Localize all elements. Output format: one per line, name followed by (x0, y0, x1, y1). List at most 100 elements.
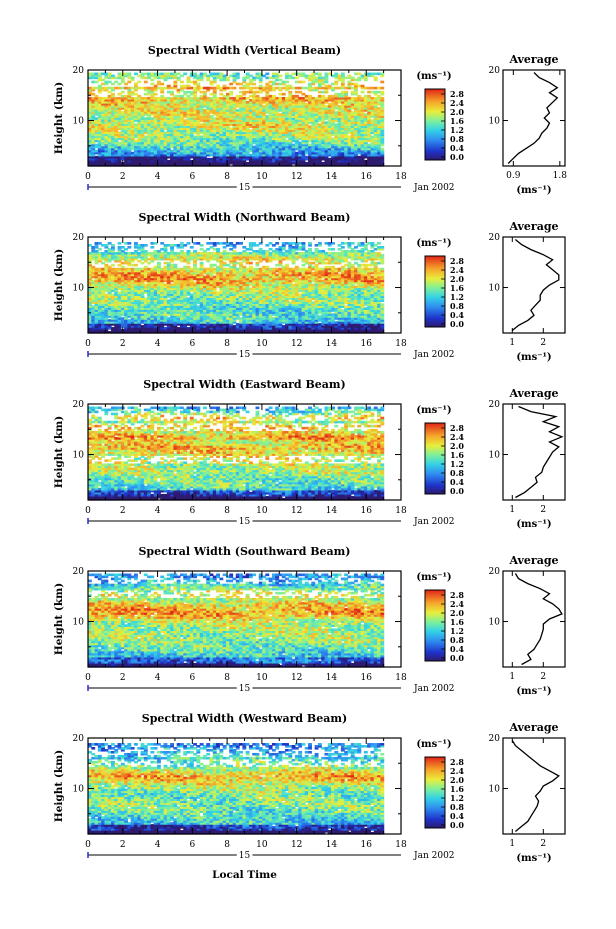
heatmap-cell (117, 103, 122, 106)
heatmap-cell (354, 157, 358, 161)
heatmap-cell (248, 143, 253, 147)
heatmap-cell (298, 103, 303, 106)
heatmap-cell (239, 155, 243, 159)
heatmap-cell (347, 317, 352, 320)
heatmap-cell (294, 123, 299, 126)
heatmap-cell (147, 161, 151, 165)
heatmap-cell (130, 125, 135, 128)
heatmap-cell (91, 127, 96, 131)
heatmap-cell (294, 135, 299, 139)
heatmap-cell (255, 321, 260, 324)
heatmap-cell (304, 115, 309, 118)
heatmap-cell (278, 143, 283, 147)
heatmap-cell (344, 117, 349, 120)
heatmap-cell (317, 131, 322, 135)
heatmap-cell (245, 111, 250, 114)
heatmap-cell (225, 105, 230, 108)
heatmap-cell (199, 137, 204, 141)
heatmap-cell (130, 305, 135, 308)
heatmap-cell (327, 109, 332, 112)
heatmap-cell (179, 94, 184, 98)
heatmap-cell (275, 139, 280, 143)
heatmap-cell (308, 145, 312, 149)
heatmap-cell (94, 315, 99, 318)
heatmap-cell (344, 155, 349, 159)
heatmap-cell (124, 82, 129, 86)
heatmap-cell (321, 327, 326, 330)
heatmap-cell (219, 88, 224, 92)
heatmap-cell (186, 123, 191, 126)
heatmap-cell (143, 307, 148, 310)
heatmap-cell (271, 121, 276, 124)
heatmap-cell (235, 143, 240, 147)
heatmap-cell (357, 131, 362, 135)
heatmap-cell (308, 96, 312, 100)
heatmap-cell (340, 113, 345, 116)
heatmap-cell (271, 117, 276, 120)
heatmap-cell (193, 86, 197, 90)
heatmap-cell (311, 319, 316, 322)
heatmap-cell (255, 119, 260, 122)
heatmap-cell (311, 161, 316, 165)
heatmap-cell (160, 72, 165, 76)
heatmap-cell (354, 151, 358, 155)
heatmap-cell (298, 319, 303, 322)
heatmap-cell (137, 86, 142, 90)
heatmap-cell (301, 139, 306, 143)
heatmap-cell (176, 155, 181, 159)
heatmap-cell (370, 155, 375, 159)
heatmap-cell (262, 129, 266, 133)
heatmap-cell (380, 313, 385, 316)
heatmap-cell (288, 159, 293, 163)
heatmap-cell (314, 163, 319, 167)
heatmap-cell (354, 309, 358, 312)
heatmap-cell (183, 113, 188, 116)
heatmap-cell (245, 133, 250, 137)
heatmap-cell (354, 82, 358, 86)
heatmap-cell (107, 129, 112, 133)
heatmap-cell (271, 109, 276, 112)
heatmap-cell (340, 161, 345, 165)
heatmap-cell (130, 113, 135, 116)
heatmap-cell (291, 139, 296, 143)
heatmap-cell (156, 329, 161, 332)
heatmap-cell (360, 107, 365, 110)
heatmap-cell (262, 109, 266, 112)
heatmap-cell (288, 309, 293, 312)
heatmap-cell (206, 78, 211, 82)
heatmap-cell (311, 125, 316, 128)
heatmap-cell (360, 163, 365, 167)
heatmap-cell (265, 94, 270, 98)
heatmap-cell (377, 90, 381, 94)
heatmap-cell (377, 315, 381, 318)
heatmap-cell (202, 149, 207, 153)
heatmap-cell (235, 145, 240, 149)
heatmap-cell (245, 96, 250, 100)
heatmap-cell (334, 307, 339, 310)
heatmap-cell (163, 309, 168, 312)
heatmap-cell (380, 86, 385, 90)
heatmap-cell (337, 305, 342, 308)
heatmap-cell (166, 309, 171, 312)
heatmap-cell (133, 331, 138, 334)
heatmap-cell (278, 313, 283, 316)
heatmap-cell (225, 137, 230, 141)
heatmap-cell (189, 72, 194, 76)
heatmap-cell (101, 98, 106, 102)
heatmap-cell (97, 301, 102, 304)
heatmap-cell (308, 161, 312, 165)
heatmap-cell (245, 145, 250, 149)
heatmap-cell (193, 159, 197, 163)
heatmap-cell (245, 157, 250, 161)
heatmap-cell (176, 313, 181, 316)
heatmap-cell (308, 303, 312, 306)
heatmap-cell (110, 135, 115, 139)
heatmap-cell (262, 315, 266, 318)
heatmap-cell (189, 153, 194, 157)
heatmap-cell (130, 141, 135, 145)
heatmap-cell (166, 311, 171, 314)
heatmap-cell (367, 143, 372, 147)
heatmap-cell (377, 141, 381, 145)
heatmap-cell (268, 161, 273, 165)
heatmap-cell (239, 309, 243, 312)
